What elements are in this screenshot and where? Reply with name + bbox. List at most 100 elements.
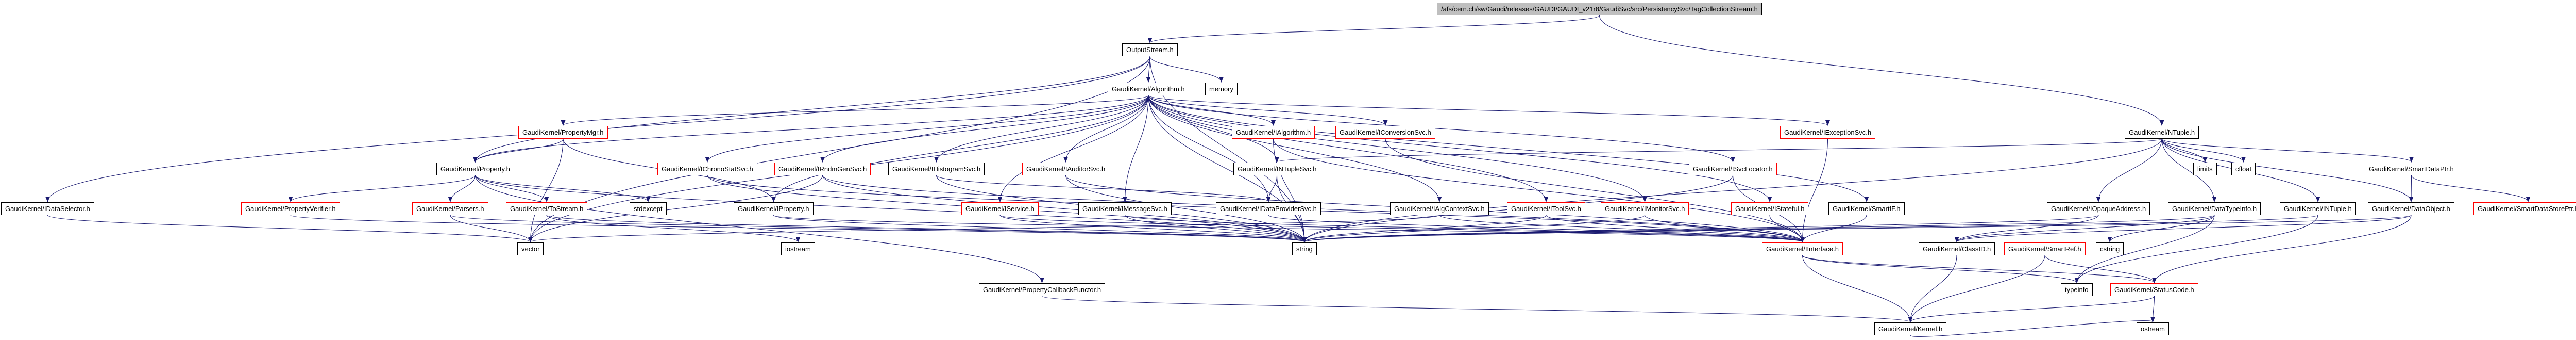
- node-cfloat[interactable]: cfloat: [2231, 163, 2256, 175]
- include-edge: [1125, 215, 1805, 242]
- node-gaudikernel-smartdatastoreptr-h[interactable]: GaudiKernel/SmartDataStorePtr.h: [2473, 202, 2576, 215]
- include-edge: [1042, 296, 1912, 322]
- include-edge: [2161, 138, 2414, 163]
- node-gaudikernel-iopaqueaddress-h[interactable]: GaudiKernel/IOpaqueAddress.h: [2047, 202, 2150, 215]
- node-tagcollectionstream-h: /afs/cern.ch/sw/Gaudi/releases/GAUDI/GAU…: [1437, 3, 1762, 15]
- node-gaudikernel-idataselector-h[interactable]: GaudiKernel/IDataSelector.h: [1, 202, 94, 215]
- include-edge: [820, 95, 1149, 163]
- node-outputstream-h[interactable]: OutputStream.h: [1122, 43, 1178, 56]
- include-edge: [999, 215, 1805, 242]
- node-stdexcept[interactable]: stdexcept: [630, 202, 667, 215]
- node-gaudikernel-iinterface-h[interactable]: GaudiKernel/IInterface.h: [1762, 242, 1843, 255]
- node-gaudikernel-kernel-h[interactable]: GaudiKernel/Kernel.h: [1874, 322, 1947, 335]
- include-edge: [1910, 316, 2155, 337]
- include-edge: [1802, 255, 2157, 283]
- include-edge: [1148, 95, 1279, 163]
- node-gaudikernel-datatypeinfo-h[interactable]: GaudiKernel/DataTypeInfo.h: [2168, 202, 2261, 215]
- node-gaudikernel-propertymgr-h[interactable]: GaudiKernel/PropertyMgr.h: [518, 126, 608, 139]
- node-string[interactable]: string: [1292, 242, 1317, 255]
- include-edge: [2411, 175, 2531, 202]
- node-memory[interactable]: memory: [1205, 83, 1238, 95]
- node-gaudikernel-ichronostatsvc-h[interactable]: GaudiKernel/IChronoStatSvc.h: [657, 163, 757, 175]
- node-gaudikernel-isvclocator-h[interactable]: GaudiKernel/ISvcLocator.h: [1689, 163, 1777, 175]
- include-edge: [448, 175, 476, 202]
- include-edge: [1268, 215, 1805, 242]
- node-gaudikernel-itoolsvc-h[interactable]: GaudiKernel/IToolSvc.h: [1507, 202, 1585, 215]
- include-edge: [1063, 95, 1149, 163]
- include-edge: [1065, 175, 1307, 242]
- node-typeinfo[interactable]: typeinfo: [2061, 283, 2093, 296]
- include-edge: [561, 95, 1149, 126]
- node-gaudikernel-iservice-h[interactable]: GaudiKernel/IService.h: [961, 202, 1039, 215]
- include-edge: [473, 95, 1149, 163]
- node-gaudikernel-parsers-h[interactable]: GaudiKernel/Parsers.h: [412, 202, 488, 215]
- node-iostream[interactable]: iostream: [781, 242, 815, 255]
- node-gaudikernel-smartif-h[interactable]: GaudiKernel/SmartIF.h: [1828, 202, 1905, 215]
- include-edge: [1273, 138, 1805, 242]
- node-gaudikernel-imessagesvc-h[interactable]: GaudiKernel/IMessageSvc.h: [1078, 202, 1172, 215]
- node-gaudikernel-iexceptionsvc-h[interactable]: GaudiKernel/IExceptionSvc.h: [1780, 126, 1876, 139]
- include-edge: [1148, 95, 1388, 126]
- node-ostream[interactable]: ostream: [2137, 322, 2169, 335]
- include-edge: [2044, 255, 2157, 283]
- include-edge: [528, 175, 823, 242]
- node-gaudikernel-smartref-h[interactable]: GaudiKernel/SmartRef.h: [2004, 242, 2086, 255]
- include-edge: [1800, 138, 1828, 242]
- include-edge: [1275, 138, 2162, 163]
- include-edge: [1385, 138, 1805, 242]
- include-edge: [822, 175, 1307, 242]
- node-gaudikernel-istateful-h[interactable]: GaudiKernel/IStateful.h: [1731, 202, 1809, 215]
- node-gaudikernel-classid-h[interactable]: GaudiKernel/ClassID.h: [1919, 242, 1995, 255]
- node-gaudikernel-imonitorsvc-h[interactable]: GaudiKernel/IMonitorSvc.h: [1601, 202, 1689, 215]
- node-gaudikernel-statuscode-h[interactable]: GaudiKernel/StatusCode.h: [2110, 283, 2198, 296]
- include-edge: [1302, 215, 1547, 242]
- include-edge: [1954, 215, 2099, 242]
- include-edge: [999, 215, 1307, 242]
- include-edge: [1439, 215, 1805, 242]
- include-edge: [528, 215, 1440, 242]
- include-edge: [1148, 95, 1647, 202]
- node-gaudikernel-intuple-h[interactable]: GaudiKernel/INTuple.h: [2280, 202, 2356, 215]
- node-gaudikernel-ihistogramsvc-h[interactable]: GaudiKernel/IHistogramSvc.h: [888, 163, 985, 175]
- node-gaudikernel-idataprovidersvc-h[interactable]: GaudiKernel/IDataProviderSvc.h: [1216, 202, 1321, 215]
- node-gaudikernel-smartdataptr-h[interactable]: GaudiKernel/SmartDataPtr.h: [2365, 163, 2458, 175]
- include-edge: [1302, 138, 2162, 242]
- include-edge: [1149, 56, 1224, 83]
- include-edge: [546, 215, 1307, 242]
- node-gaudikernel-ialgorithm-h[interactable]: GaudiKernel/IAlgorithm.h: [1232, 126, 1315, 139]
- include-edge: [1802, 255, 1913, 322]
- include-edge: [1802, 255, 2079, 283]
- include-edge: [1266, 175, 1277, 202]
- include-edge: [1954, 215, 2412, 242]
- node-gaudikernel-ialgcontextsvc-h[interactable]: GaudiKernel/IAlgContextSvc.h: [1390, 202, 1489, 215]
- node-gaudikernel-property-h[interactable]: GaudiKernel/Property.h: [436, 163, 514, 175]
- include-edge: [1302, 215, 2215, 242]
- node-gaudikernel-propertycallbackfunctor-h[interactable]: GaudiKernel/PropertyCallbackFunctor.h: [979, 283, 1106, 296]
- include-edge: [1148, 95, 1869, 202]
- node-vector[interactable]: vector: [517, 242, 544, 255]
- include-edge: [475, 175, 549, 202]
- node-gaudikernel-intuplesvc-h[interactable]: GaudiKernel/INTupleSvc.h: [1233, 163, 1321, 175]
- include-edge: [546, 215, 801, 242]
- node-gaudikernel-tostream-h[interactable]: GaudiKernel/ToStream.h: [506, 202, 588, 215]
- include-edge: [1123, 95, 1149, 202]
- node-gaudikernel-irndmgensvc-h[interactable]: GaudiKernel/IRndmGenSvc.h: [774, 163, 871, 175]
- include-edge: [1302, 215, 1645, 242]
- node-cstring[interactable]: cstring: [2096, 242, 2124, 255]
- include-edge: [1800, 215, 1867, 242]
- node-limits[interactable]: limits: [2193, 163, 2217, 175]
- include-edge: [1148, 95, 1442, 202]
- include-edge: [450, 215, 1307, 242]
- include-edge: [1148, 95, 1549, 202]
- node-gaudikernel-iauditorsvc-h[interactable]: GaudiKernel/IAuditorSvc.h: [1022, 163, 1110, 175]
- node-gaudikernel-iproperty-h[interactable]: GaudiKernel/IProperty.h: [734, 202, 814, 215]
- node-gaudikernel-algorithm-h[interactable]: GaudiKernel/Algorithm.h: [1108, 83, 1189, 95]
- node-gaudikernel-dataobject-h[interactable]: GaudiKernel/DataObject.h: [2368, 202, 2454, 215]
- node-gaudikernel-iconversionsvc-h[interactable]: GaudiKernel/IConversionSvc.h: [1335, 126, 1435, 139]
- include-edge: [473, 138, 564, 163]
- include-edge: [771, 95, 1149, 202]
- node-gaudikernel-ntuple-h[interactable]: GaudiKernel/NTuple.h: [2125, 126, 2199, 139]
- include-edge: [936, 175, 1271, 202]
- node-gaudikernel-propertyverifier-h[interactable]: GaudiKernel/PropertyVerifier.h: [241, 202, 340, 215]
